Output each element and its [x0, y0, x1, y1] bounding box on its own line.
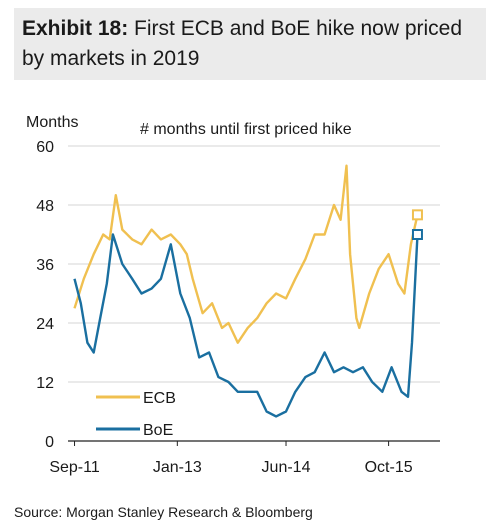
legend-label: ECB: [143, 390, 176, 407]
y-tick-label: 12: [36, 375, 54, 392]
series-end-marker-ecb: [411, 209, 423, 221]
exhibit-title: First ECB and BoE hike now priced by mar…: [22, 17, 463, 70]
series-end-marker-boe: [411, 229, 423, 240]
y-tick-label: 0: [45, 434, 54, 451]
series-line-boe: [73, 233, 419, 418]
exhibit-label: Exhibit 18:: [22, 17, 129, 40]
y-tick-label: 36: [36, 257, 54, 274]
x-tick-label: Oct-15: [365, 459, 413, 476]
x-tick-label: Sep-11: [49, 459, 100, 476]
x-tick-label: Jan-13: [153, 459, 202, 476]
y-tick-label: 48: [36, 198, 54, 215]
exhibit-header: Exhibit 18: First ECB and BoE hike now p…: [14, 8, 486, 80]
source-note: Source: Morgan Stanley Research & Bloomb…: [14, 504, 313, 520]
y-tick-label: 60: [36, 139, 54, 156]
x-tick-label: Jun-14: [262, 459, 311, 476]
legend-label: BoE: [143, 422, 173, 439]
y-axis-label: Months: [26, 114, 79, 131]
chart-title: # months until first priced hike: [140, 121, 352, 138]
series-line-ecb: [73, 164, 419, 344]
y-tick-label: 24: [36, 316, 54, 333]
